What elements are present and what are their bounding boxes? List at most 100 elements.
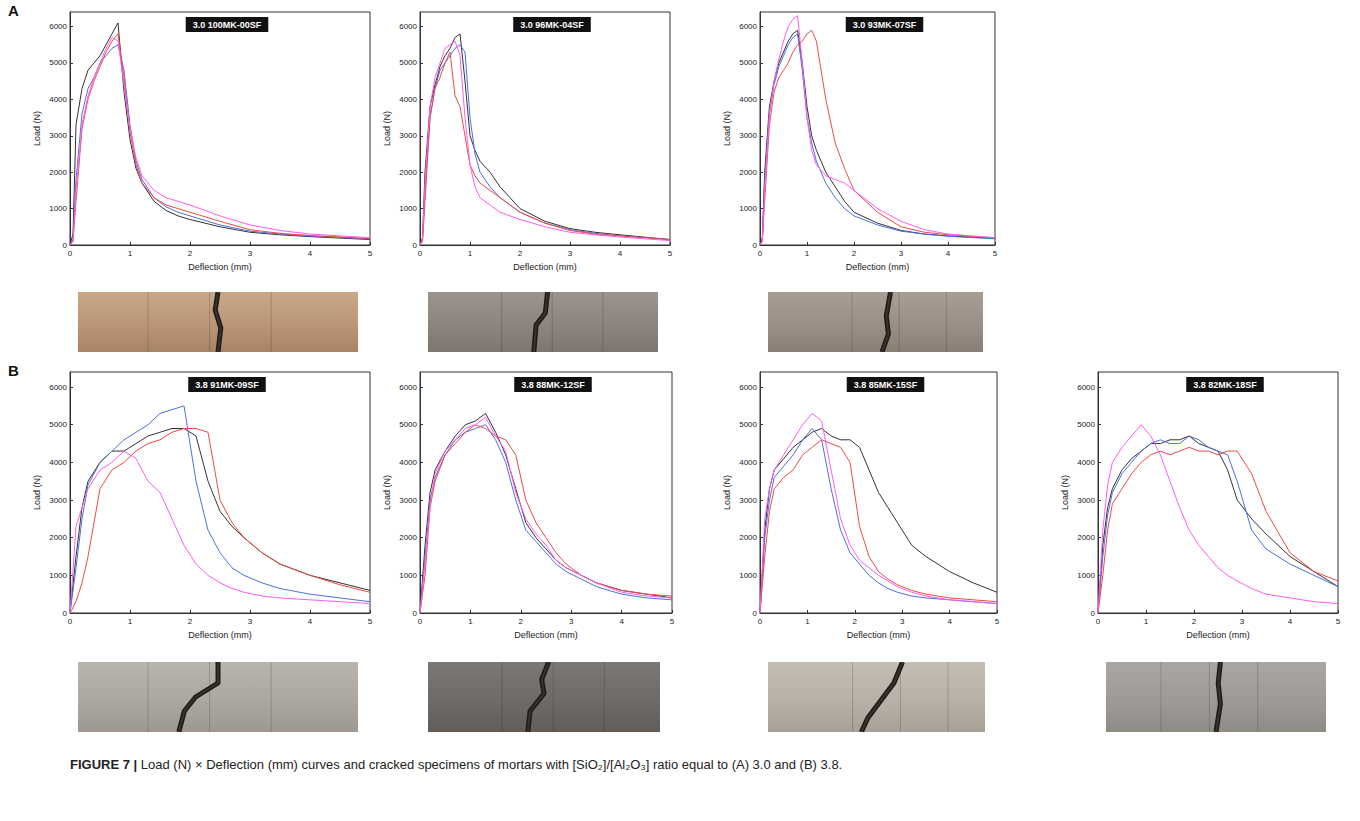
svg-text:Load (N): Load (N) [32,475,42,510]
svg-text:4: 4 [1288,617,1293,626]
svg-text:2000: 2000 [1077,533,1095,542]
svg-text:4000: 4000 [49,95,67,104]
svg-text:4000: 4000 [739,95,757,104]
svg-text:1000: 1000 [739,204,757,213]
svg-text:1000: 1000 [739,571,757,580]
svg-text:1000: 1000 [399,571,417,580]
svg-text:3000: 3000 [739,496,757,505]
svg-text:6000: 6000 [399,383,417,392]
svg-text:5000: 5000 [399,58,417,67]
svg-text:3000: 3000 [399,496,417,505]
svg-text:Deflection (mm): Deflection (mm) [188,262,252,272]
svg-text:3: 3 [248,249,253,258]
svg-text:3: 3 [568,249,573,258]
svg-text:1: 1 [805,617,810,626]
svg-text:0: 0 [758,617,763,626]
svg-text:6000: 6000 [739,383,757,392]
svg-text:3: 3 [248,617,253,626]
svg-text:5: 5 [368,249,373,258]
svg-text:Load (N): Load (N) [382,475,392,510]
svg-text:Deflection (mm): Deflection (mm) [514,630,578,640]
svg-text:4: 4 [308,617,313,626]
svg-text:4000: 4000 [49,458,67,467]
svg-text:3.8 82MK-18SF: 3.8 82MK-18SF [1193,380,1257,390]
svg-text:5: 5 [1336,617,1341,626]
svg-text:1: 1 [128,617,133,626]
svg-text:3000: 3000 [49,496,67,505]
svg-text:2: 2 [188,617,193,626]
svg-text:0: 0 [68,249,73,258]
svg-text:5000: 5000 [399,420,417,429]
svg-text:Deflection (mm): Deflection (mm) [513,262,577,272]
svg-text:3000: 3000 [739,131,757,140]
svg-text:3.0 93MK-07SF: 3.0 93MK-07SF [853,20,917,30]
svg-text:2: 2 [519,617,524,626]
svg-text:4: 4 [308,249,313,258]
svg-text:3000: 3000 [1077,496,1095,505]
svg-text:4: 4 [619,617,624,626]
svg-text:2000: 2000 [49,168,67,177]
svg-text:6000: 6000 [1077,383,1095,392]
svg-text:Load (N): Load (N) [722,111,732,146]
svg-text:6000: 6000 [739,22,757,31]
svg-text:2: 2 [853,617,858,626]
svg-text:3: 3 [569,617,574,626]
svg-text:0: 0 [758,249,763,258]
svg-text:4000: 4000 [399,95,417,104]
svg-text:2: 2 [518,249,523,258]
svg-text:3000: 3000 [49,131,67,140]
svg-text:5000: 5000 [49,58,67,67]
svg-text:3: 3 [899,249,904,258]
svg-text:5: 5 [993,249,998,258]
svg-text:2000: 2000 [399,168,417,177]
svg-text:2000: 2000 [739,168,757,177]
svg-text:Deflection (mm): Deflection (mm) [846,262,910,272]
svg-text:4: 4 [618,249,623,258]
svg-text:1000: 1000 [49,571,67,580]
svg-text:Deflection (mm): Deflection (mm) [847,630,911,640]
svg-text:5: 5 [995,617,1000,626]
svg-text:5000: 5000 [1077,420,1095,429]
svg-text:Load (N): Load (N) [382,111,392,146]
svg-text:1: 1 [468,617,473,626]
svg-text:3.8 91MK-09SF: 3.8 91MK-09SF [195,380,259,390]
svg-text:5000: 5000 [49,420,67,429]
svg-text:5000: 5000 [739,58,757,67]
svg-text:3000: 3000 [399,131,417,140]
svg-text:6000: 6000 [49,22,67,31]
svg-text:5000: 5000 [739,420,757,429]
svg-text:Load (N): Load (N) [32,111,42,146]
svg-text:1000: 1000 [1077,571,1095,580]
svg-text:2: 2 [1192,617,1197,626]
svg-text:3.8 85MK-15SF: 3.8 85MK-15SF [854,380,918,390]
svg-text:1000: 1000 [399,204,417,213]
svg-text:1000: 1000 [49,204,67,213]
svg-text:6000: 6000 [399,22,417,31]
svg-text:0: 0 [418,617,423,626]
svg-text:3.0 100MK-00SF: 3.0 100MK-00SF [193,20,262,30]
svg-text:2000: 2000 [399,533,417,542]
svg-text:1: 1 [1144,617,1149,626]
svg-text:6000: 6000 [49,383,67,392]
svg-text:5: 5 [670,617,675,626]
svg-text:Load (N): Load (N) [722,475,732,510]
svg-text:2: 2 [852,249,857,258]
svg-text:3: 3 [1240,617,1245,626]
svg-text:2000: 2000 [49,533,67,542]
svg-text:3.8 88MK-12SF: 3.8 88MK-12SF [521,380,585,390]
svg-text:5: 5 [668,249,673,258]
svg-text:4000: 4000 [739,458,757,467]
svg-text:0: 0 [418,249,423,258]
svg-text:4: 4 [947,617,952,626]
svg-text:1: 1 [128,249,133,258]
svg-text:4: 4 [946,249,951,258]
svg-text:0: 0 [1096,617,1101,626]
svg-text:3.0 96MK-04SF: 3.0 96MK-04SF [520,20,584,30]
svg-text:Load (N): Load (N) [1060,475,1070,510]
svg-text:0: 0 [68,617,73,626]
svg-text:4000: 4000 [1077,458,1095,467]
svg-text:2: 2 [188,249,193,258]
svg-text:Deflection (mm): Deflection (mm) [1186,630,1250,640]
svg-text:4000: 4000 [399,458,417,467]
svg-text:2000: 2000 [739,533,757,542]
